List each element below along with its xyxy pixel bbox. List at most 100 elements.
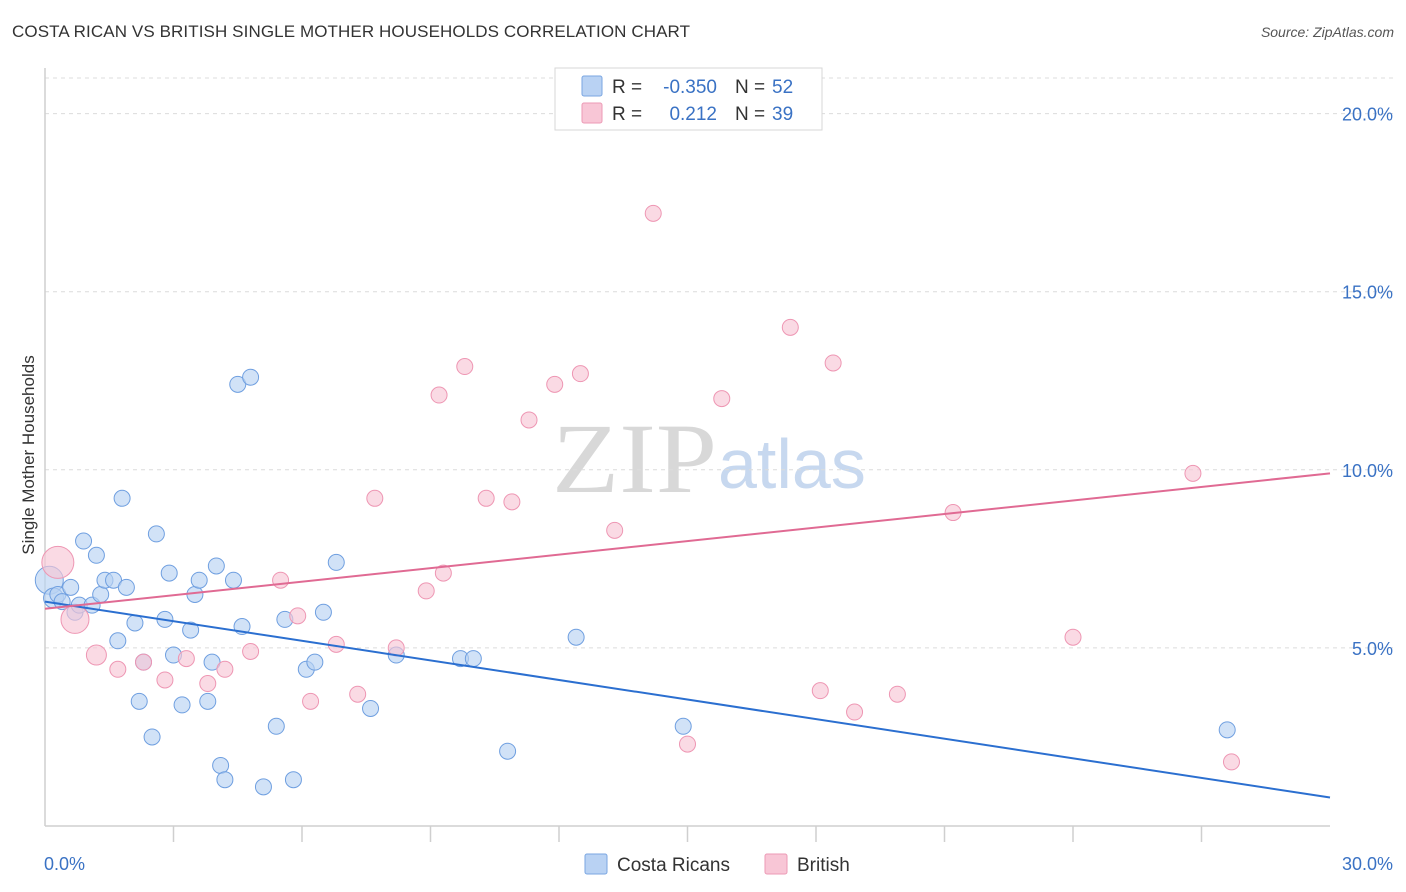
costa-ricans-point — [173, 696, 191, 714]
legend-swatch-costa-ricans — [581, 75, 603, 97]
axes: 5.0% 10.0% 15.0% 20.0% 0.0% 30.0% — [44, 68, 1393, 874]
costa-ricans-point — [254, 778, 272, 796]
costa-ricans-point — [182, 621, 200, 639]
costa-ricans-point — [109, 632, 127, 650]
british-trend-line — [44, 472, 1331, 610]
british-point — [520, 411, 538, 429]
series-legend-label-british: British — [797, 855, 850, 876]
costa-ricans-point — [199, 692, 217, 710]
british-point — [546, 375, 564, 393]
legend-n-value: 52 — [772, 77, 793, 98]
costa-ricans-point — [117, 578, 135, 596]
series-legend: Costa Ricans British — [584, 853, 850, 876]
british-point — [571, 365, 589, 383]
legend-r-value: 0.212 — [669, 104, 717, 125]
costa-ricans-point — [207, 557, 225, 575]
british-point — [456, 358, 474, 376]
british-point — [811, 682, 829, 700]
y-tick-label: 15.0% — [1342, 283, 1393, 303]
british-point — [503, 493, 521, 511]
costa-ricans-point — [143, 728, 161, 746]
british-point — [85, 644, 107, 666]
british-point — [713, 390, 731, 408]
british-point — [477, 489, 495, 507]
british-point — [1222, 753, 1240, 771]
costa-ricans-point — [327, 553, 345, 571]
watermark-atlas: atlas — [718, 425, 866, 503]
legend-swatch-british — [581, 102, 603, 124]
gridlines — [45, 77, 1395, 649]
series-legend-label-costa-ricans: Costa Ricans — [617, 855, 730, 876]
british-point — [366, 489, 384, 507]
costa-ricans-point — [224, 571, 242, 589]
series-legend-swatch-british — [764, 853, 788, 875]
legend-n-label: N = — [735, 104, 765, 125]
british-point — [109, 660, 127, 678]
british-point — [135, 653, 153, 671]
costa-ricans-point — [216, 771, 234, 789]
costa-ricans-point — [92, 585, 110, 603]
british-point — [644, 204, 662, 222]
british-point — [606, 521, 624, 539]
series-legend-swatch-costa-ricans — [584, 853, 608, 875]
british-point — [199, 675, 217, 693]
costa-ricans-point — [62, 578, 80, 596]
british-point — [177, 650, 195, 668]
costa-ricans-point — [160, 564, 178, 582]
costa-ricans-point — [1218, 721, 1236, 739]
costa-ricans-point — [87, 546, 105, 564]
costa-ricans-point — [464, 650, 482, 668]
legend-r-label: R = — [612, 77, 642, 98]
y-tick-label: 5.0% — [1352, 639, 1393, 659]
costa-ricans-point — [499, 742, 517, 760]
british-point — [781, 318, 799, 336]
costa-ricans-point — [242, 368, 260, 386]
british-point — [1064, 628, 1082, 646]
legend-r-value: -0.350 — [663, 77, 717, 98]
british-point — [888, 685, 906, 703]
british-point — [289, 607, 307, 625]
costa-ricans-point — [212, 756, 230, 774]
costa-ricans-point — [267, 717, 285, 735]
british-point — [679, 735, 696, 753]
british-point — [430, 386, 448, 404]
costa-ricans-point — [362, 699, 380, 717]
x-tick-label: 30.0% — [1342, 854, 1393, 874]
x-tick-label: 0.0% — [44, 854, 85, 874]
british-point — [41, 545, 75, 579]
trend-lines — [44, 472, 1331, 799]
legend-n-label: N = — [735, 77, 765, 98]
costa-ricans-point — [284, 771, 302, 789]
costa-ricans-point — [190, 571, 208, 589]
british-point — [1184, 464, 1202, 482]
costa-ricans-point — [105, 571, 123, 589]
watermark-zip: ZIP — [552, 403, 717, 514]
british-point — [302, 692, 320, 710]
source-credit: Source: ZipAtlas.com — [1260, 24, 1394, 40]
british-point — [417, 582, 435, 600]
costa-ricans-point — [314, 603, 332, 621]
british-point — [216, 660, 234, 678]
costa-ricans-point — [113, 489, 131, 507]
british-points — [41, 204, 1240, 771]
british-point — [434, 564, 452, 582]
costa-ricans-trend-line — [44, 600, 1331, 799]
costa-ricans-point — [567, 628, 585, 646]
legend-n-value: 39 — [772, 104, 793, 125]
y-axis-label: Single Mother Households — [19, 355, 38, 554]
costa-ricans-point — [674, 717, 692, 735]
costa-ricans-point — [203, 653, 221, 671]
y-tick-label: 10.0% — [1342, 461, 1393, 481]
british-point — [156, 671, 174, 689]
costa-ricans-point — [229, 375, 247, 393]
british-point — [242, 642, 260, 660]
british-point — [349, 685, 367, 703]
costa-ricans-point — [306, 653, 324, 671]
costa-ricans-point — [126, 614, 144, 632]
british-point — [846, 703, 864, 721]
british-point — [60, 604, 90, 634]
british-point — [272, 571, 290, 589]
chart-title: COSTA RICAN VS BRITISH SINGLE MOTHER HOU… — [12, 22, 691, 41]
costa-ricans-point — [130, 692, 148, 710]
